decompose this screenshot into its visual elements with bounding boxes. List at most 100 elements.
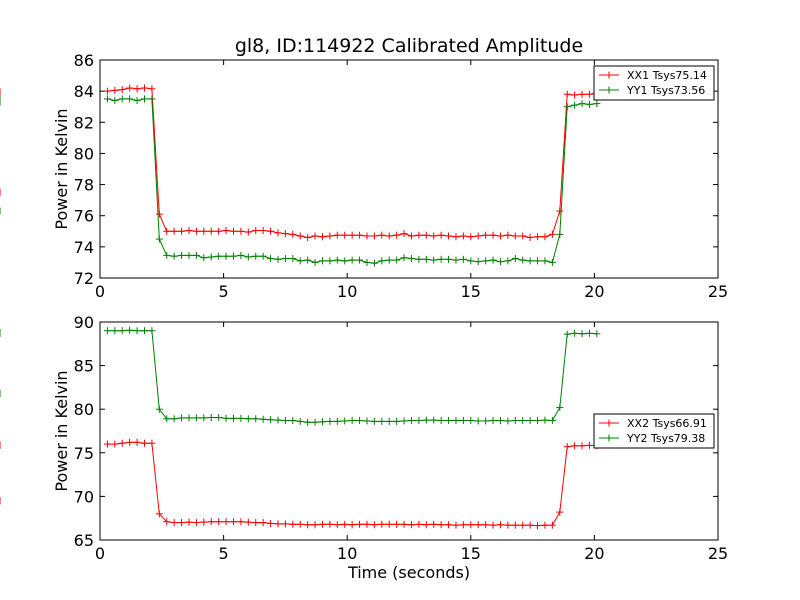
data-point: [170, 415, 178, 423]
data-point: [548, 258, 556, 266]
data-point: [311, 232, 319, 240]
data-point: [267, 227, 275, 235]
data-point: [585, 329, 593, 337]
data-point: [571, 91, 579, 99]
data-point: [296, 257, 304, 265]
data-point: [200, 414, 208, 422]
data-point: [229, 227, 237, 235]
data-point: [289, 255, 297, 263]
data-point: [289, 417, 297, 425]
data-point: [407, 255, 415, 263]
data-point: [341, 417, 349, 425]
data-point: [215, 252, 223, 260]
data-point: [393, 520, 401, 528]
data-point: [467, 417, 475, 425]
data-point: [274, 255, 282, 263]
data-point: [489, 256, 497, 264]
data-point: [192, 519, 200, 527]
data-point: [393, 417, 401, 425]
data-point: [118, 86, 126, 94]
data-point: [118, 439, 126, 447]
data-point: [385, 256, 393, 264]
data-point: [482, 231, 490, 239]
data-point: [593, 330, 601, 338]
data-point: [430, 416, 438, 424]
data-point: [563, 90, 571, 98]
data-point: [534, 522, 542, 530]
data-point: [103, 87, 111, 95]
data-point: [356, 231, 364, 239]
data-point: [541, 233, 549, 241]
data-point: [222, 252, 230, 260]
legend-box: [593, 413, 715, 449]
legend-label: YY1 Tsys73.56: [626, 84, 705, 97]
data-point: [348, 231, 356, 239]
data-point: [267, 519, 275, 527]
data-point: [192, 414, 200, 422]
data-point: [140, 439, 148, 447]
data-point: [474, 417, 482, 425]
data-point: [237, 518, 245, 526]
data-point: [185, 414, 193, 422]
data-point: [148, 327, 156, 335]
data-point: [548, 521, 556, 529]
data-point: [333, 417, 341, 425]
data-point: [563, 443, 571, 451]
data-point: [289, 230, 297, 238]
data-point: [311, 258, 319, 266]
data-point: [318, 520, 326, 528]
data-point: [459, 255, 467, 263]
data-point: [304, 418, 312, 426]
data-point: [356, 520, 364, 528]
data-point: [415, 417, 423, 425]
data-point: [556, 403, 564, 411]
data-point: [489, 231, 497, 239]
x-tick-label: 20: [584, 282, 604, 301]
legend-item: XX1 Tsys75.14: [599, 69, 707, 82]
data-point: [252, 519, 260, 527]
data-point: [467, 257, 475, 265]
data-point: [526, 521, 534, 529]
data-point: [252, 415, 260, 423]
data-point: [519, 256, 527, 264]
data-point: [363, 520, 371, 528]
data-point: [459, 417, 467, 425]
data-point: [519, 521, 527, 529]
legend-label: YY2 Tsys79.38: [626, 432, 705, 445]
data-point: [215, 227, 223, 235]
y-tick-label: 76: [74, 207, 94, 226]
data-point: [445, 417, 453, 425]
data-point: [489, 417, 497, 425]
y-tick-label: 90: [74, 313, 94, 332]
data-point: [385, 417, 393, 425]
data-point: [378, 257, 386, 265]
data-point: [200, 227, 208, 235]
data-point: [133, 438, 141, 446]
data-point: [585, 90, 593, 98]
data-point: [504, 231, 512, 239]
data-point: [155, 510, 163, 518]
top-panel: 0 5 10 15 20 25 72 74 76 78 80 82 84 86 Power in Kelvi…: [0, 51, 728, 301]
data-point: [452, 521, 460, 529]
x-tick-label: 20: [584, 544, 604, 563]
x-axis-label: Time (seconds): [347, 563, 470, 582]
data-point: [585, 441, 593, 449]
data-point: [556, 207, 564, 215]
data-point: [378, 231, 386, 239]
data-point: [504, 521, 512, 529]
data-point: [185, 251, 193, 259]
x-tick-label: 25: [708, 544, 728, 563]
data-point: [385, 520, 393, 528]
data-point: [363, 417, 371, 425]
legend: XX1 Tsys75.14 YY1 Tsys73.56: [593, 65, 715, 101]
chart-title: gl8, ID:114922 Calibrated Amplitude: [235, 35, 583, 57]
data-point: [281, 520, 289, 528]
data-point: [318, 418, 326, 426]
data-point: [118, 327, 126, 335]
data-point: [348, 256, 356, 264]
data-point: [244, 228, 252, 236]
data-point: [133, 96, 141, 104]
data-point: [222, 414, 230, 422]
data-point: [341, 231, 349, 239]
